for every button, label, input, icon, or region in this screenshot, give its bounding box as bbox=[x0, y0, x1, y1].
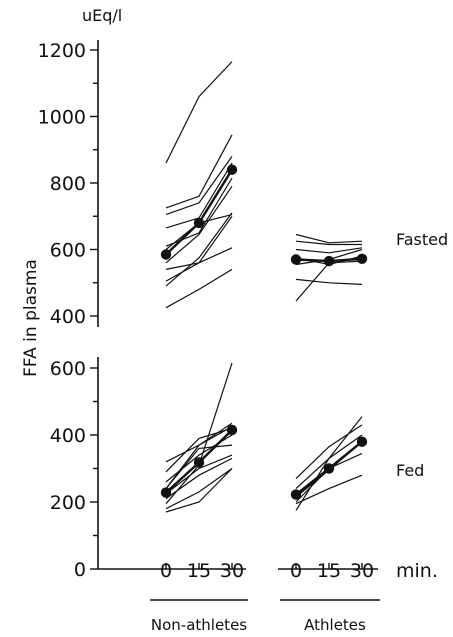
x-unit-label: min. bbox=[396, 560, 438, 582]
mean-point bbox=[226, 424, 238, 436]
group-label-athletes: Athletes bbox=[304, 616, 366, 634]
y-tick-label: 1000 bbox=[38, 107, 86, 129]
series bbox=[160, 61, 368, 513]
axes: 400 600 800 1000 1200 0 200 400 600 0 15 30 0 15 30 bbox=[38, 40, 380, 601]
individual-line bbox=[165, 212, 233, 287]
y-axis-label: FFA in plasma bbox=[21, 259, 41, 377]
mean-point bbox=[323, 255, 335, 267]
x-tick-label: 15 bbox=[317, 560, 341, 582]
x-tick-label: 30 bbox=[350, 560, 374, 582]
individual-line bbox=[295, 278, 363, 285]
labels: uEq/l FFA in plasma Fasted Fed min. Non-… bbox=[21, 6, 448, 634]
individual-line bbox=[165, 454, 233, 495]
mean-point bbox=[226, 164, 238, 175]
individual-line bbox=[295, 434, 363, 490]
y-tick-label: 0 bbox=[74, 559, 86, 581]
individual-line bbox=[295, 416, 363, 511]
mean-point bbox=[356, 436, 368, 447]
individual-line bbox=[165, 426, 233, 489]
y-tick-label: 400 bbox=[50, 306, 86, 328]
individual-line bbox=[295, 247, 363, 254]
x-tick-label: 0 bbox=[160, 560, 172, 582]
individual-line bbox=[165, 444, 233, 489]
mean-point bbox=[323, 463, 335, 474]
individual-line bbox=[295, 240, 362, 246]
individual-line bbox=[165, 422, 233, 463]
mean-point bbox=[290, 254, 302, 265]
y-tick-label: 200 bbox=[50, 492, 86, 514]
x-tick-label: 0 bbox=[290, 560, 302, 582]
group-label-non-athletes: Non-athletes bbox=[151, 616, 247, 634]
x-tick-label: 30 bbox=[220, 560, 244, 582]
unit-label: uEq/l bbox=[82, 6, 122, 25]
panel-label-fed: Fed bbox=[396, 461, 424, 480]
individual-line bbox=[295, 424, 363, 480]
individual-line bbox=[165, 177, 233, 247]
mean-point bbox=[160, 249, 172, 260]
individual-line bbox=[165, 427, 233, 473]
panel-label-fasted: Fasted bbox=[396, 230, 448, 249]
y-tick-label: 1200 bbox=[38, 40, 86, 62]
individual-line bbox=[165, 185, 233, 264]
individual-line bbox=[165, 134, 233, 209]
mean-point bbox=[290, 489, 302, 500]
y-tick-label: 600 bbox=[50, 240, 86, 262]
y-tick-label: 400 bbox=[50, 425, 86, 447]
individual-line bbox=[295, 474, 363, 505]
individual-line bbox=[165, 156, 233, 216]
mean-point bbox=[160, 487, 172, 498]
individual-line bbox=[165, 61, 233, 164]
individual-line bbox=[295, 233, 363, 244]
individual-line bbox=[165, 468, 233, 510]
y-tick-label: 800 bbox=[50, 173, 86, 195]
mean-point bbox=[193, 457, 205, 468]
mean-point bbox=[356, 253, 368, 264]
individual-line bbox=[165, 468, 233, 513]
y-tick-label: 600 bbox=[50, 358, 86, 380]
x-tick-label: 15 bbox=[187, 560, 211, 582]
individual-line bbox=[295, 260, 363, 302]
mean-point bbox=[193, 217, 205, 229]
individual-line bbox=[165, 247, 233, 282]
individual-line bbox=[165, 268, 233, 309]
